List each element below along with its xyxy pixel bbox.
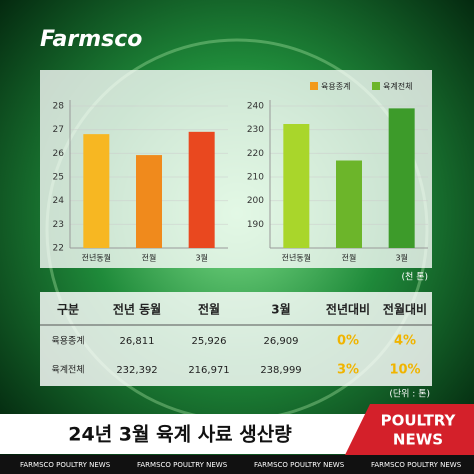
table-cell: 26,811 bbox=[120, 336, 155, 347]
table-header: 전년 동월 bbox=[113, 302, 161, 317]
y-tick-label: 27 bbox=[53, 125, 64, 135]
table-cell: 25,926 bbox=[192, 336, 227, 347]
y-tick-label: 24 bbox=[53, 196, 65, 206]
x-tick-label: 전월 bbox=[342, 253, 357, 263]
bar bbox=[388, 108, 415, 248]
table-cell: 육용종계 bbox=[51, 335, 84, 347]
table-cell: 0% bbox=[337, 334, 359, 349]
footer-text: FARMSCO POULTRY NEWS bbox=[137, 461, 228, 469]
logo: Farmsco bbox=[40, 27, 142, 52]
table-cell: 216,971 bbox=[188, 365, 229, 376]
bar bbox=[336, 160, 362, 248]
x-tick-label: 전년동월 bbox=[282, 253, 311, 263]
unit-note: (단위 : 톤) bbox=[389, 389, 430, 400]
y-tick-label: 22 bbox=[53, 244, 64, 254]
bar bbox=[83, 134, 110, 248]
badge bbox=[345, 404, 474, 455]
table-cell: 3% bbox=[337, 363, 359, 378]
table-cell: 육계전체 bbox=[51, 364, 84, 376]
x-tick-label: 전년동월 bbox=[82, 253, 111, 263]
y-tick-label: 240 bbox=[247, 102, 264, 112]
table-header: 구분 bbox=[57, 303, 79, 317]
footer-text: FARMSCO POULTRY NEWS bbox=[20, 461, 111, 469]
legend-label: 육용종계 bbox=[321, 81, 350, 91]
badge-text: NEWS bbox=[393, 431, 443, 449]
badge-text: POULTRY bbox=[381, 412, 457, 430]
y-tick-label: 28 bbox=[53, 102, 65, 112]
footer-text: FARMSCO POULTRY NEWS bbox=[254, 461, 345, 469]
footer bbox=[0, 455, 474, 474]
table-panel bbox=[40, 292, 432, 386]
y-tick-label: 23 bbox=[53, 220, 64, 230]
table-cell: 238,999 bbox=[260, 365, 301, 376]
table-cell: 232,392 bbox=[116, 365, 157, 376]
unit-label: (천 톤) bbox=[402, 272, 428, 283]
footer-text: FARMSCO POULTRY NEWS bbox=[371, 461, 462, 469]
legend-label: 육계전체 bbox=[383, 81, 412, 91]
y-tick-label: 26 bbox=[53, 149, 65, 159]
table-cell: 26,909 bbox=[264, 336, 299, 347]
y-tick-label: 25 bbox=[53, 173, 64, 183]
table-cell: 4% bbox=[394, 334, 416, 349]
table-cell: 10% bbox=[389, 363, 420, 378]
y-tick-label: 230 bbox=[247, 125, 264, 135]
legend-swatch bbox=[372, 82, 380, 90]
x-tick-label: 3월 bbox=[195, 253, 207, 263]
y-tick-label: 210 bbox=[247, 173, 264, 183]
table-header: 전월대비 bbox=[383, 302, 427, 317]
bar bbox=[136, 155, 162, 248]
title: 24년 3월 육계 사료 생산량 bbox=[68, 424, 292, 446]
y-tick-label: 200 bbox=[247, 196, 264, 206]
table-header: 3월 bbox=[271, 302, 290, 317]
x-tick-label: 3월 bbox=[395, 253, 407, 263]
bar bbox=[188, 131, 215, 248]
table-header: 전년대비 bbox=[326, 302, 370, 317]
legend-swatch bbox=[310, 82, 318, 90]
x-tick-label: 전월 bbox=[142, 253, 157, 263]
bar bbox=[283, 124, 310, 248]
y-tick-label: 220 bbox=[247, 149, 264, 159]
table-header: 전월 bbox=[198, 302, 220, 317]
y-tick-label: 190 bbox=[247, 220, 264, 230]
